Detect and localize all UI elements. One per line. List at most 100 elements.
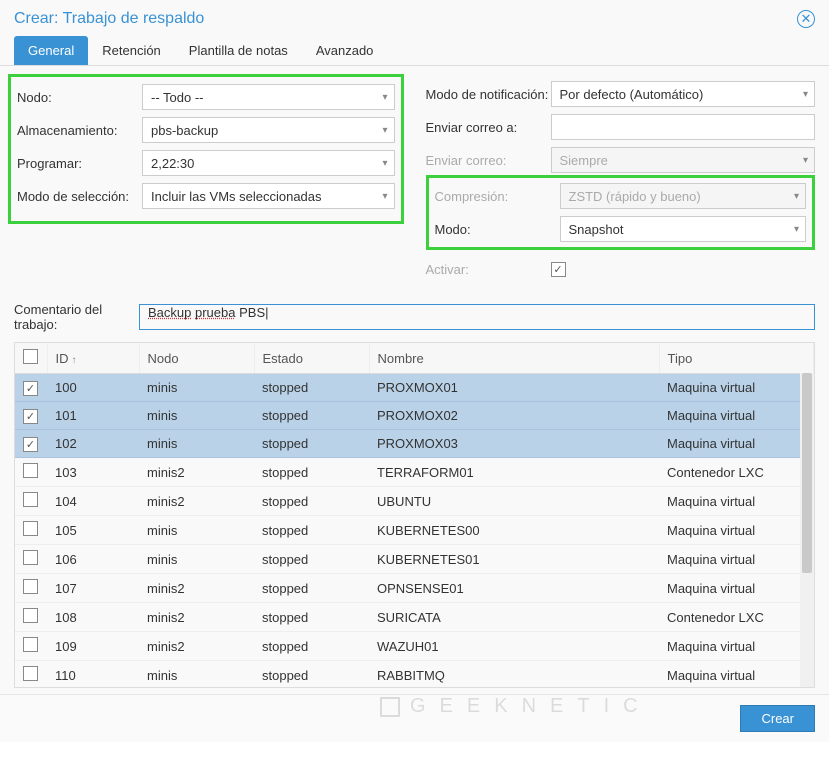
crear-button[interactable]: Crear bbox=[740, 705, 815, 732]
highlight-right: Compresión: ZSTD (rápido y bueno) ▾ Modo… bbox=[426, 175, 816, 250]
cell-estado: stopped bbox=[254, 661, 369, 689]
nodo-label: Nodo: bbox=[17, 90, 142, 105]
almac-label: Almacenamiento: bbox=[17, 123, 142, 138]
almac-combo[interactable]: pbs-backup ▾ bbox=[142, 117, 395, 143]
cell-id: 102 bbox=[47, 430, 139, 458]
tab-retencion[interactable]: Retención bbox=[88, 36, 175, 65]
chevron-down-icon: ▾ bbox=[794, 224, 799, 235]
enviar-value: Siempre bbox=[560, 153, 608, 168]
cell-nombre: PROXMOX01 bbox=[369, 374, 659, 402]
prog-combo[interactable]: 2,22:30 ▾ bbox=[142, 150, 395, 176]
footer: Crear bbox=[0, 694, 829, 742]
chevron-down-icon: ▾ bbox=[803, 155, 808, 166]
cell-nodo: minis bbox=[139, 516, 254, 545]
cell-nombre: PROXMOX03 bbox=[369, 430, 659, 458]
table-row[interactable]: 110minisstoppedRABBITMQMaquina virtual bbox=[15, 661, 814, 689]
cell-nodo: minis2 bbox=[139, 487, 254, 516]
modo-value: Snapshot bbox=[569, 222, 624, 237]
cell-tipo: Maquina virtual bbox=[659, 430, 814, 458]
table-row[interactable]: 105minisstoppedKUBERNETES00Maquina virtu… bbox=[15, 516, 814, 545]
cell-tipo: Maquina virtual bbox=[659, 516, 814, 545]
chevron-down-icon: ▾ bbox=[794, 191, 799, 202]
table-row[interactable]: ✓100minisstoppedPROXMOX01Maquina virtual bbox=[15, 374, 814, 402]
row-checkbox[interactable]: ✓ bbox=[23, 409, 38, 424]
row-checkbox[interactable] bbox=[23, 550, 38, 565]
cell-id: 104 bbox=[47, 487, 139, 516]
row-checkbox[interactable]: ✓ bbox=[23, 381, 38, 396]
cell-estado: stopped bbox=[254, 574, 369, 603]
dialog: Crear: Trabajo de respaldo ✕ General Ret… bbox=[0, 0, 829, 742]
enviar-a-label: Enviar correo a: bbox=[426, 120, 551, 135]
tab-plantilla[interactable]: Plantilla de notas bbox=[175, 36, 302, 65]
row-checkbox[interactable] bbox=[23, 463, 38, 478]
cell-nodo: minis bbox=[139, 374, 254, 402]
cell-nodo: minis bbox=[139, 661, 254, 689]
table-wrap: ID↑ Nodo Estado Nombre Tipo ✓100minissto… bbox=[0, 342, 829, 688]
scrollbar-thumb[interactable] bbox=[802, 373, 812, 573]
tab-general[interactable]: General bbox=[14, 36, 88, 65]
table-row[interactable]: 109minis2stoppedWAZUH01Maquina virtual bbox=[15, 632, 814, 661]
close-icon[interactable]: ✕ bbox=[797, 10, 815, 28]
modo-sel-label: Modo de selección: bbox=[17, 189, 142, 204]
col-id[interactable]: ID↑ bbox=[47, 343, 139, 374]
tab-avanzado[interactable]: Avanzado bbox=[302, 36, 388, 65]
cell-tipo: Maquina virtual bbox=[659, 374, 814, 402]
header-checkbox[interactable] bbox=[23, 349, 38, 364]
cell-estado: stopped bbox=[254, 516, 369, 545]
cell-estado: stopped bbox=[254, 458, 369, 487]
comment-text-a: Backup bbox=[148, 305, 191, 320]
cell-nombre: KUBERNETES01 bbox=[369, 545, 659, 574]
table-row[interactable]: 108minis2stoppedSURICATAContenedor LXC bbox=[15, 603, 814, 632]
cell-nombre: RABBITMQ bbox=[369, 661, 659, 689]
table-row[interactable]: 103minis2stoppedTERRAFORM01Contenedor LX… bbox=[15, 458, 814, 487]
cell-nombre: PROXMOX02 bbox=[369, 402, 659, 430]
col-tipo[interactable]: Tipo bbox=[659, 343, 814, 374]
enviar-a-input[interactable] bbox=[551, 114, 816, 140]
table-row[interactable]: 107minis2stoppedOPNSENSE01Maquina virtua… bbox=[15, 574, 814, 603]
row-checkbox[interactable] bbox=[23, 666, 38, 681]
notif-combo[interactable]: Por defecto (Automático) ▾ bbox=[551, 81, 816, 107]
row-checkbox[interactable] bbox=[23, 492, 38, 507]
cell-tipo: Contenedor LXC bbox=[659, 458, 814, 487]
row-checkbox[interactable]: ✓ bbox=[23, 437, 38, 452]
cell-estado: stopped bbox=[254, 632, 369, 661]
scrollbar[interactable] bbox=[800, 373, 814, 687]
cell-id: 108 bbox=[47, 603, 139, 632]
cell-tipo: Contenedor LXC bbox=[659, 603, 814, 632]
activar-label: Activar: bbox=[426, 262, 551, 277]
cell-tipo: Maquina virtual bbox=[659, 402, 814, 430]
nodo-value: -- Todo -- bbox=[151, 90, 204, 105]
comp-label: Compresión: bbox=[435, 189, 560, 204]
col-estado[interactable]: Estado bbox=[254, 343, 369, 374]
cell-tipo: Maquina virtual bbox=[659, 487, 814, 516]
almac-value: pbs-backup bbox=[151, 123, 218, 138]
cell-nodo: minis bbox=[139, 430, 254, 458]
row-checkbox[interactable] bbox=[23, 521, 38, 536]
table-row[interactable]: 106minisstoppedKUBERNETES01Maquina virtu… bbox=[15, 545, 814, 574]
comment-label: Comentario del trabajo: bbox=[14, 302, 139, 332]
col-check[interactable] bbox=[15, 343, 47, 374]
cell-tipo: Maquina virtual bbox=[659, 545, 814, 574]
table-row[interactable]: 104minis2stoppedUBUNTUMaquina virtual bbox=[15, 487, 814, 516]
highlight-left: Nodo: -- Todo -- ▾ Almacenamiento: pbs-b… bbox=[8, 74, 404, 224]
modo-sel-combo[interactable]: Incluir las VMs seleccionadas ▾ bbox=[142, 183, 395, 209]
comment-input[interactable]: Backup prueba PBS bbox=[139, 304, 815, 330]
modo-combo[interactable]: Snapshot ▾ bbox=[560, 216, 807, 242]
table-row[interactable]: ✓102minisstoppedPROXMOX03Maquina virtual bbox=[15, 430, 814, 458]
row-checkbox[interactable] bbox=[23, 608, 38, 623]
row-checkbox[interactable] bbox=[23, 637, 38, 652]
table-row[interactable]: ✓101minisstoppedPROXMOX02Maquina virtual bbox=[15, 402, 814, 430]
cell-nombre: TERRAFORM01 bbox=[369, 458, 659, 487]
col-nodo[interactable]: Nodo bbox=[139, 343, 254, 374]
chevron-down-icon: ▾ bbox=[382, 92, 387, 103]
row-checkbox[interactable] bbox=[23, 579, 38, 594]
nodo-combo[interactable]: -- Todo -- ▾ bbox=[142, 84, 395, 110]
cell-estado: stopped bbox=[254, 545, 369, 574]
cell-nodo: minis2 bbox=[139, 603, 254, 632]
col-nombre[interactable]: Nombre bbox=[369, 343, 659, 374]
cell-id: 107 bbox=[47, 574, 139, 603]
activar-checkbox[interactable]: ✓ bbox=[551, 262, 566, 277]
modo-sel-value: Incluir las VMs seleccionadas bbox=[151, 189, 322, 204]
form-area: Nodo: -- Todo -- ▾ Almacenamiento: pbs-b… bbox=[0, 66, 829, 302]
cell-nombre: KUBERNETES00 bbox=[369, 516, 659, 545]
